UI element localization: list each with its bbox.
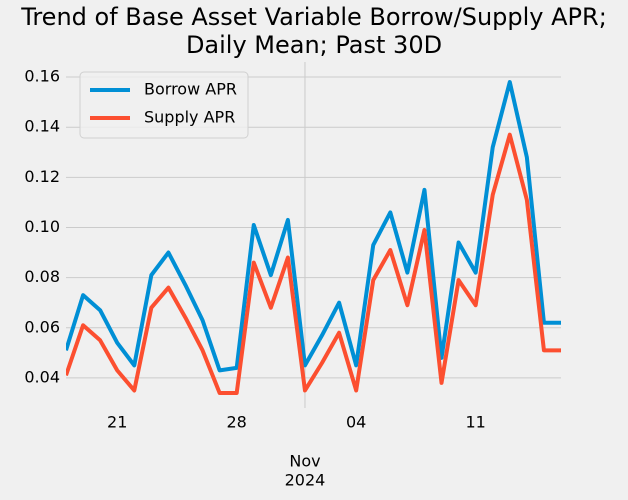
x-tick-label: 04 xyxy=(346,413,366,432)
line xyxy=(66,80,561,373)
x-major-tick-year: 2024 xyxy=(285,471,326,490)
y-tick-label: 0.06 xyxy=(24,317,60,336)
x-tick-label: 21 xyxy=(107,413,127,432)
y-tick-label: 0.16 xyxy=(24,67,60,86)
x-tick-label: 28 xyxy=(227,413,247,432)
x-major-tick-label: Nov xyxy=(289,452,320,471)
chart-title: Daily Mean; Past 30D xyxy=(186,31,442,59)
y-tick-label: 0.08 xyxy=(24,267,60,286)
legend-label: Borrow APR xyxy=(144,80,237,99)
chart-title: Trend of Base Asset Variable Borrow/Supp… xyxy=(20,3,607,31)
y-tick-label: 0.14 xyxy=(24,117,60,136)
y-tick-label: 0.12 xyxy=(24,167,60,186)
line xyxy=(66,132,561,395)
legend-label: Supply APR xyxy=(144,108,235,127)
x-tick-label: 11 xyxy=(465,413,485,432)
y-tick-label: 0.04 xyxy=(24,367,60,386)
y-tick-label: 0.10 xyxy=(24,217,60,236)
